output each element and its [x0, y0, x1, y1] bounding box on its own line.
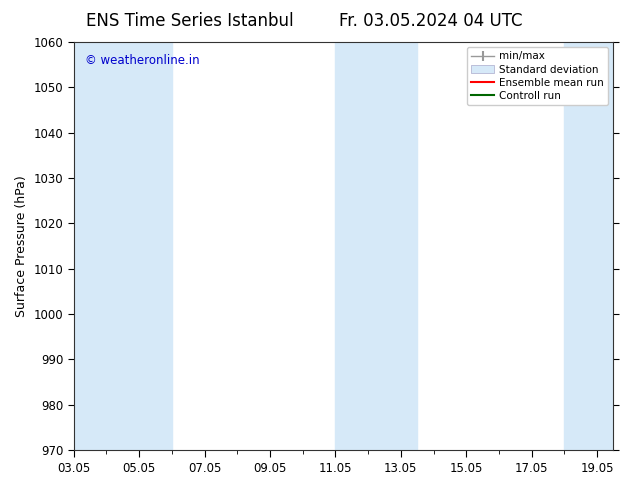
Bar [564, 42, 614, 450]
Text: ENS Time Series Istanbul: ENS Time Series Istanbul [86, 12, 294, 30]
Bar [335, 42, 417, 450]
Bar [74, 42, 172, 450]
Y-axis label: Surface Pressure (hPa): Surface Pressure (hPa) [15, 175, 28, 317]
Text: Fr. 03.05.2024 04 UTC: Fr. 03.05.2024 04 UTC [339, 12, 523, 30]
Legend: min/max, Standard deviation, Ensemble mean run, Controll run: min/max, Standard deviation, Ensemble me… [467, 47, 608, 105]
Text: © weatheronline.in: © weatheronline.in [84, 54, 199, 67]
